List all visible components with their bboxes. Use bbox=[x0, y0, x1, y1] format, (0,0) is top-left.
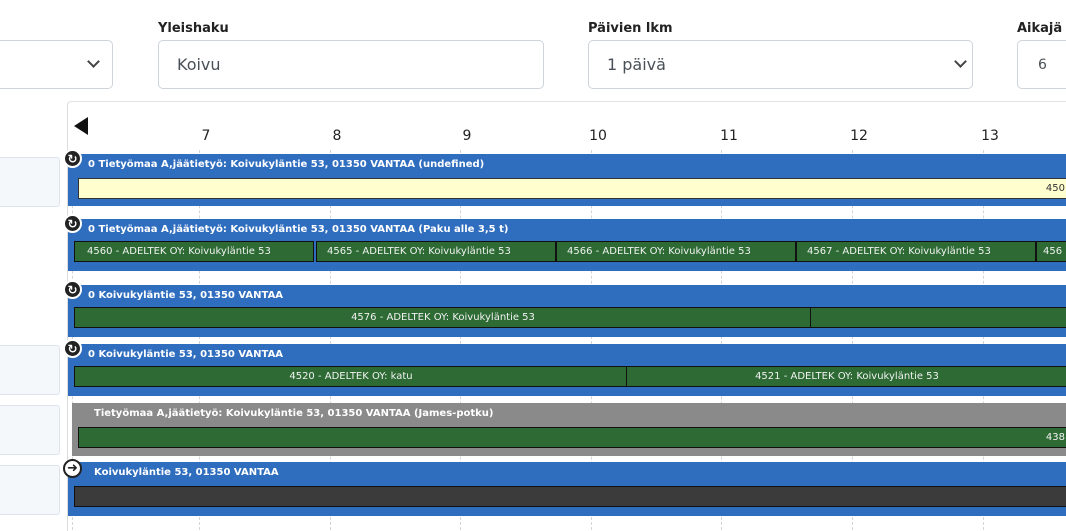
grid-line bbox=[199, 150, 200, 530]
schedule-bar[interactable]: 4520 - ADELTEK OY: katu bbox=[74, 366, 628, 387]
row-header-text: 0 Tietyömaa A,jäätietyö: Koivukyläntie 5… bbox=[88, 224, 509, 235]
row-header[interactable]: 0 Koivukyläntie 53, 01350 VANTAA bbox=[68, 285, 1066, 306]
grid-line bbox=[721, 150, 722, 530]
schedule-bar[interactable]: 4576 - ADELTEK OY: Koivukyläntie 53 bbox=[74, 307, 812, 328]
time-order-label: Aikajä bbox=[1017, 21, 1063, 36]
schedule-bar-label: 4520 - ADELTEK OY: katu bbox=[289, 371, 413, 382]
refresh-icon[interactable]: ↻ bbox=[63, 339, 82, 358]
row-header-text: 0 Koivukyläntie 53, 01350 VANTAA bbox=[88, 349, 284, 360]
hour-tick: 8 bbox=[332, 128, 342, 144]
row-header-text: Tietyömaa A,jäätietyö: Koivukyläntie 53,… bbox=[94, 408, 494, 419]
schedule-bar[interactable]: 450 bbox=[78, 178, 1066, 199]
row-header[interactable]: Koivukyläntie 53, 01350 VANTAA bbox=[68, 462, 1066, 483]
row-header[interactable]: Tietyömaa A,jäätietyö: Koivukyläntie 53,… bbox=[72, 403, 1066, 424]
general-search-value: Koivu bbox=[177, 55, 221, 74]
schedule-bar[interactable]: 4560 - ADELTEK OY: Koivukyläntie 53 bbox=[74, 241, 314, 262]
schedule-bar-label: 4565 - ADELTEK OY: Koivukyläntie 53 bbox=[327, 246, 511, 257]
grid-line bbox=[330, 150, 331, 530]
resource-cell[interactable] bbox=[0, 345, 60, 395]
chevron-down-icon bbox=[87, 55, 100, 68]
resource-cell[interactable] bbox=[0, 405, 60, 455]
row-header[interactable]: 0 Tietyömaa A,jäätietyö: Koivukyläntie 5… bbox=[68, 219, 1066, 240]
schedule-bar[interactable]: 4521 - ADELTEK OY: Koivukyläntie 53 bbox=[626, 366, 1066, 387]
refresh-icon[interactable]: ↻ bbox=[63, 214, 82, 233]
schedule-bar-label: 4576 - ADELTEK OY: Koivukyläntie 53 bbox=[351, 312, 535, 323]
refresh-icon[interactable]: ↻ bbox=[63, 280, 82, 299]
left-select[interactable] bbox=[0, 40, 113, 89]
row-header[interactable]: 0 Tietyömaa A,jäätietyö: Koivukyläntie 5… bbox=[68, 154, 1066, 175]
grid-line bbox=[983, 150, 984, 530]
time-order-value: 6 bbox=[1038, 56, 1047, 73]
days-count-select[interactable]: 1 päivä bbox=[588, 40, 973, 89]
schedule-bar[interactable]: 456 bbox=[1036, 241, 1066, 262]
grid-line bbox=[460, 150, 461, 530]
resource-cell[interactable] bbox=[0, 157, 60, 207]
hour-tick: 10 bbox=[589, 128, 607, 144]
schedule-bar-label: 4566 - ADELTEK OY: Koivukyläntie 53 bbox=[567, 246, 751, 257]
days-count-value: 1 päivä bbox=[607, 55, 666, 74]
days-count-label: Päivien lkm bbox=[588, 21, 673, 36]
timeline-panel bbox=[67, 101, 1066, 531]
schedule-bar[interactable] bbox=[74, 486, 1066, 507]
resource-cell[interactable] bbox=[0, 465, 60, 515]
row-header-text: Koivukyläntie 53, 01350 VANTAA bbox=[94, 467, 279, 478]
row-header-text: 0 Koivukyläntie 53, 01350 VANTAA bbox=[88, 290, 284, 301]
schedule-bar[interactable]: 4565 - ADELTEK OY: Koivukyläntie 53 bbox=[316, 241, 556, 262]
schedule-bar[interactable]: 438 bbox=[78, 427, 1066, 448]
schedule-bar-label: 4567 - ADELTEK OY: Koivukyläntie 53 bbox=[807, 246, 991, 257]
schedule-bar-label: 4521 - ADELTEK OY: Koivukyläntie 53 bbox=[755, 371, 939, 382]
general-search-label: Yleishaku bbox=[158, 21, 229, 36]
hour-tick: 11 bbox=[720, 128, 738, 144]
schedule-bar[interactable] bbox=[810, 307, 1066, 328]
schedule-bar[interactable]: 4566 - ADELTEK OY: Koivukyläntie 53 bbox=[556, 241, 796, 262]
hour-tick: 13 bbox=[981, 128, 999, 144]
row-header[interactable]: 0 Koivukyläntie 53, 01350 VANTAA bbox=[68, 344, 1066, 365]
schedule-bar-label: 4560 - ADELTEK OY: Koivukyläntie 53 bbox=[87, 246, 271, 257]
schedule-bar-label: 450 bbox=[1045, 183, 1065, 194]
triangle-left-icon[interactable] bbox=[74, 117, 88, 135]
grid-line bbox=[591, 150, 592, 530]
row-header-text: 0 Tietyömaa A,jäätietyö: Koivukyläntie 5… bbox=[88, 159, 485, 170]
hour-tick: 7 bbox=[201, 128, 211, 144]
time-order-input[interactable]: 6 bbox=[1017, 40, 1066, 89]
general-search-input[interactable]: Koivu bbox=[158, 40, 544, 89]
schedule-bar[interactable]: 4567 - ADELTEK OY: Koivukyläntie 53 bbox=[796, 241, 1036, 262]
arrow-right-circle-icon[interactable]: ➜ bbox=[63, 459, 82, 478]
hour-tick: 12 bbox=[850, 128, 868, 144]
schedule-bar-label: 456 bbox=[1043, 246, 1063, 257]
grid-line bbox=[852, 150, 853, 530]
schedule-bar-label: 438 bbox=[1045, 432, 1065, 443]
hour-tick: 9 bbox=[462, 128, 472, 144]
chevron-down-icon bbox=[954, 55, 967, 68]
refresh-icon[interactable]: ↻ bbox=[63, 149, 82, 168]
